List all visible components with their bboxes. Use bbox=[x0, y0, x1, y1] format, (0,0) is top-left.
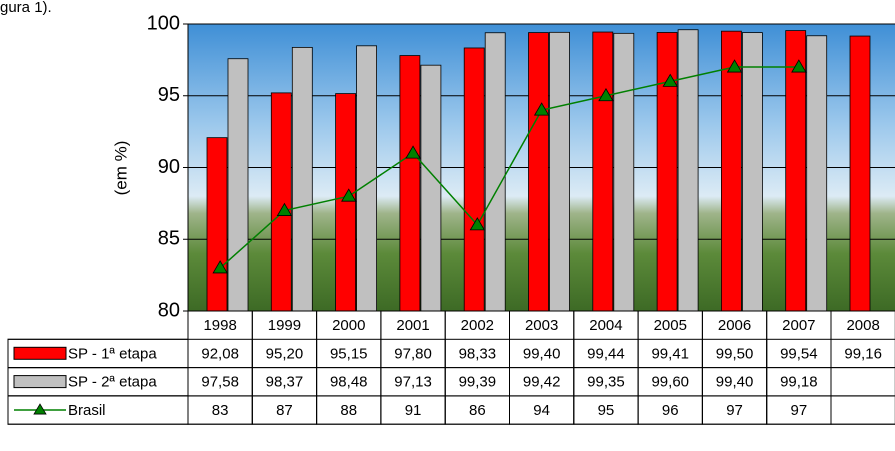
caption: gura 1). bbox=[0, 0, 52, 16]
bar bbox=[721, 30, 742, 312]
table-value: 91 bbox=[405, 402, 422, 419]
table-value: 97,58 bbox=[201, 374, 239, 391]
bar bbox=[356, 45, 378, 312]
table-value: 97,80 bbox=[394, 345, 432, 362]
marker bbox=[276, 202, 293, 216]
bar bbox=[656, 32, 678, 312]
y-tick-label: 85 bbox=[158, 228, 180, 250]
marker bbox=[533, 102, 550, 116]
table-value: 96 bbox=[662, 402, 679, 419]
x-tick-label: 2007 bbox=[782, 317, 815, 334]
bar bbox=[592, 31, 614, 312]
bar bbox=[613, 32, 635, 312]
bar bbox=[677, 29, 699, 312]
table-value: 99,40 bbox=[523, 345, 561, 362]
x-tick-label: 1998 bbox=[203, 317, 236, 334]
marker bbox=[662, 73, 678, 87]
table-row bbox=[7, 395, 895, 425]
table-value: 99,40 bbox=[716, 374, 754, 391]
bar bbox=[806, 35, 828, 312]
marker bbox=[598, 87, 614, 102]
bar bbox=[291, 46, 313, 312]
table-value: 88 bbox=[340, 402, 357, 419]
x-tick-label: 2002 bbox=[461, 317, 494, 334]
table-value: 99,41 bbox=[651, 345, 689, 362]
table-value: 99,39 bbox=[459, 374, 497, 391]
bar bbox=[463, 47, 485, 312]
x-tick-label: 2005 bbox=[654, 317, 687, 334]
table-value: 97,13 bbox=[394, 374, 432, 391]
table-value: 99,35 bbox=[587, 374, 625, 391]
bar bbox=[227, 58, 249, 312]
marker bbox=[469, 217, 486, 231]
table-value: 98,37 bbox=[266, 374, 304, 391]
bar bbox=[785, 30, 807, 312]
legend-marker bbox=[33, 403, 47, 415]
legend-label: SP - 2ª etapa bbox=[68, 374, 157, 391]
table-value: 87 bbox=[276, 402, 293, 419]
x-tick-label: 2008 bbox=[846, 317, 879, 334]
table-value: 99,54 bbox=[780, 345, 818, 362]
y-axis-label: (em %) bbox=[111, 141, 130, 196]
table-value: 95,15 bbox=[330, 345, 368, 362]
bar bbox=[420, 64, 442, 312]
table-value: 86 bbox=[469, 402, 486, 419]
table-value: 92,08 bbox=[201, 345, 239, 362]
marker bbox=[791, 59, 807, 73]
x-tick-label: 1999 bbox=[268, 317, 301, 334]
bar bbox=[399, 55, 421, 312]
table-value: 95,20 bbox=[266, 345, 304, 362]
bar bbox=[206, 137, 228, 312]
bar bbox=[742, 32, 763, 312]
legend-label: SP - 1ª etapa bbox=[68, 345, 157, 362]
bar bbox=[335, 93, 357, 312]
table-value: 99,16 bbox=[844, 345, 882, 362]
x-tick-label: 2006 bbox=[718, 317, 751, 334]
bar bbox=[484, 32, 506, 312]
bar bbox=[270, 92, 292, 312]
table-value: 95 bbox=[598, 402, 615, 419]
x-tick-label: 2003 bbox=[525, 317, 558, 334]
line bbox=[219, 66, 799, 269]
marker bbox=[405, 145, 421, 159]
legend-swatch bbox=[13, 346, 67, 360]
x-tick-label: 2001 bbox=[396, 317, 429, 334]
y-tick-label: 95 bbox=[158, 84, 180, 106]
table-value: 97 bbox=[791, 402, 808, 419]
marker bbox=[212, 260, 228, 274]
legend-label: Brasil bbox=[68, 402, 106, 419]
marker bbox=[341, 188, 357, 202]
bar bbox=[528, 32, 549, 312]
table-value: 97 bbox=[726, 402, 743, 419]
table-value: 99,60 bbox=[651, 374, 689, 391]
y-tick-label: 90 bbox=[158, 156, 180, 178]
y-tick-label: 80 bbox=[158, 299, 180, 321]
table-value: 99,50 bbox=[716, 345, 754, 362]
table-value: 99,42 bbox=[523, 374, 561, 391]
table-value: 83 bbox=[212, 402, 229, 419]
bar bbox=[849, 35, 871, 312]
table-value: 98,33 bbox=[459, 345, 497, 362]
table-value: 99,18 bbox=[780, 374, 818, 391]
y-tick-label: 100 bbox=[147, 12, 180, 34]
x-tick-label: 2004 bbox=[589, 317, 622, 334]
legend-swatch bbox=[13, 375, 67, 389]
x-tick-label: 2000 bbox=[332, 317, 365, 334]
table-value: 99,44 bbox=[587, 345, 625, 362]
table-value: 94 bbox=[533, 402, 550, 419]
bar bbox=[549, 31, 570, 312]
marker bbox=[726, 59, 743, 73]
table-value: 98,48 bbox=[330, 374, 368, 391]
